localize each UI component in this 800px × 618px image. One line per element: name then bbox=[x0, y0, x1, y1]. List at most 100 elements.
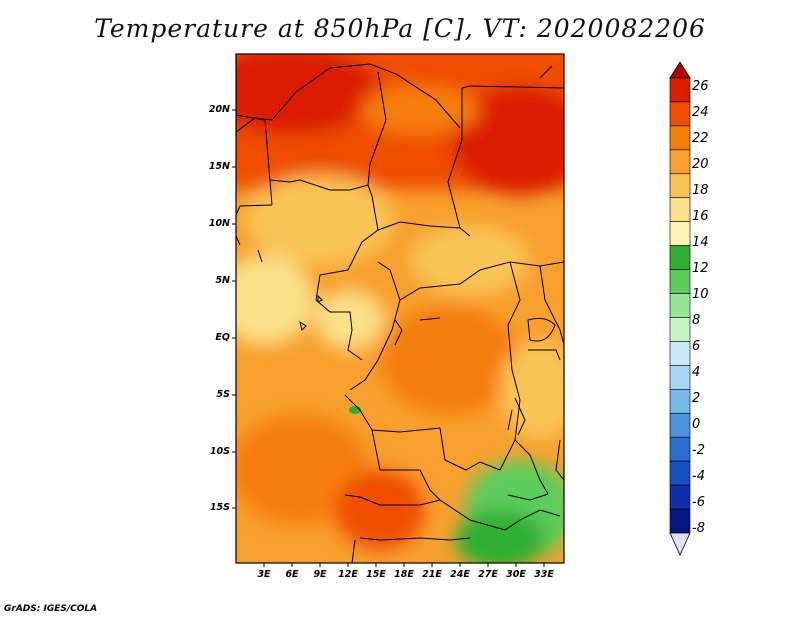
colorbar-cell bbox=[669, 125, 691, 151]
lat-label-5n: 5N bbox=[215, 275, 230, 286]
field-car bbox=[410, 225, 530, 295]
country-borders bbox=[236, 63, 564, 563]
border-drc-congo bbox=[349, 299, 401, 391]
field-congo bbox=[380, 305, 520, 415]
islands-gulf bbox=[299, 294, 323, 331]
colorbar-label-22: 22 bbox=[692, 131, 709, 146]
lon-label-12e: 12E bbox=[338, 569, 358, 580]
colorbar-cell bbox=[669, 197, 691, 222]
border-angola-east bbox=[371, 429, 441, 501]
border-zambia-zim bbox=[504, 493, 561, 531]
grads-credit: GrADS: IGES/COLA bbox=[4, 604, 98, 614]
colorbar-label-12: 12 bbox=[692, 261, 709, 276]
colorbar-label-minus2: -2 bbox=[692, 443, 705, 458]
border-niger-chad bbox=[367, 71, 387, 197]
colorbar-cell bbox=[669, 460, 691, 486]
coast-sinai bbox=[539, 65, 553, 79]
colorbar-label-0: 0 bbox=[692, 417, 701, 432]
colorbar-cell bbox=[669, 508, 691, 534]
colorbar-label-8: 8 bbox=[692, 313, 701, 328]
field-gabon bbox=[315, 290, 385, 350]
lat-label-5s: 5S bbox=[216, 389, 230, 400]
colorbar-label-16: 16 bbox=[692, 209, 709, 224]
temperature-field bbox=[236, 54, 564, 563]
colorbar-label-minus6: -6 bbox=[692, 495, 705, 510]
colorbar-label-10: 10 bbox=[692, 287, 709, 302]
colorbar-cell bbox=[669, 269, 691, 294]
border-congo-river bbox=[394, 317, 441, 346]
colorbar-label-24: 24 bbox=[692, 105, 709, 120]
field-angola bbox=[335, 470, 425, 550]
border-gabon-congo bbox=[315, 299, 363, 361]
chart-title: Temperature at 850hPa [C], VT: 202008220… bbox=[94, 14, 706, 43]
border-libya-egypt bbox=[461, 85, 564, 89]
field-gulf-guinea bbox=[236, 255, 315, 345]
lon-label-3e: 3E bbox=[257, 569, 271, 580]
field-chad-warm bbox=[360, 85, 480, 135]
colorbar-cell bbox=[669, 245, 691, 270]
border-niger-nigeria bbox=[269, 179, 369, 191]
border-mali bbox=[236, 114, 273, 206]
field-sahara-west bbox=[236, 54, 380, 135]
border-south bbox=[359, 537, 471, 541]
colorbar-label-14: 14 bbox=[692, 235, 709, 250]
colorbar-label-6: 6 bbox=[692, 339, 701, 354]
lat-label-10n: 10N bbox=[208, 218, 230, 229]
colorbar-cell bbox=[669, 77, 691, 103]
border-angola-drc bbox=[344, 394, 501, 471]
colorbar-cell bbox=[669, 317, 691, 342]
field-green-spot bbox=[349, 406, 361, 414]
border-malawi bbox=[514, 439, 564, 495]
border-coast-west bbox=[236, 235, 263, 263]
colorbar-overflow-arrow bbox=[669, 61, 691, 79]
colorbar-cell bbox=[669, 436, 691, 462]
field-atlantic-south bbox=[236, 415, 370, 525]
lon-label-27e: 27E bbox=[478, 569, 498, 580]
lake-victoria bbox=[527, 317, 556, 342]
lon-label-33e: 33E bbox=[534, 569, 554, 580]
lake-tanganyika bbox=[507, 397, 526, 436]
colorbar-label-4: 4 bbox=[692, 365, 701, 380]
lon-label-9e: 9E bbox=[313, 569, 327, 580]
lat-label-15n: 15N bbox=[208, 161, 230, 172]
colorbar-cell bbox=[669, 101, 691, 127]
border-nigeria-cameroon bbox=[315, 195, 379, 301]
field-east-africa bbox=[500, 340, 564, 440]
colorbar-cell bbox=[669, 293, 691, 318]
colorbar-cell bbox=[669, 389, 691, 414]
colorbar-underflow-arrow bbox=[669, 532, 691, 556]
border-car-south bbox=[377, 261, 564, 301]
border-chad-sudan bbox=[447, 88, 471, 237]
border-algeria bbox=[236, 63, 461, 133]
colorbar-label-minus8: -8 bbox=[692, 521, 705, 536]
lon-label-21e: 21E bbox=[422, 569, 442, 580]
colorbar-label-20: 20 bbox=[692, 157, 709, 172]
coast-south bbox=[351, 539, 356, 563]
map-frame bbox=[235, 53, 565, 564]
colorbar-label-18: 18 bbox=[692, 183, 709, 198]
lat-label-20n: 20N bbox=[208, 104, 230, 115]
lon-label-6e: 6E bbox=[285, 569, 299, 580]
lat-label-10s: 10S bbox=[209, 446, 230, 457]
lon-label-18e: 18E bbox=[394, 569, 414, 580]
axis-ticks bbox=[232, 109, 545, 567]
border-uganda-kenya bbox=[528, 265, 564, 361]
field-zambia bbox=[455, 510, 545, 563]
colorbar-label-2: 2 bbox=[692, 391, 701, 406]
colorbar-cell bbox=[669, 173, 691, 199]
lon-label-30e: 30E bbox=[506, 569, 526, 580]
colorbar-cell bbox=[669, 365, 691, 390]
colorbar-cell bbox=[669, 341, 691, 366]
field-sahel bbox=[245, 175, 395, 265]
lon-label-15e: 15E bbox=[366, 569, 386, 580]
colorbar-cell bbox=[669, 484, 691, 510]
lat-label-eq: EQ bbox=[215, 332, 230, 343]
border-angola-namibia bbox=[344, 494, 506, 531]
colorbar-label-26: 26 bbox=[692, 79, 709, 94]
colorbar-cell bbox=[669, 412, 691, 438]
lat-label-15s: 15S bbox=[209, 502, 230, 513]
lon-label-24e: 24E bbox=[450, 569, 470, 580]
border-car-north bbox=[377, 221, 461, 231]
border-burkina bbox=[236, 204, 273, 216]
colorbar bbox=[669, 61, 691, 556]
